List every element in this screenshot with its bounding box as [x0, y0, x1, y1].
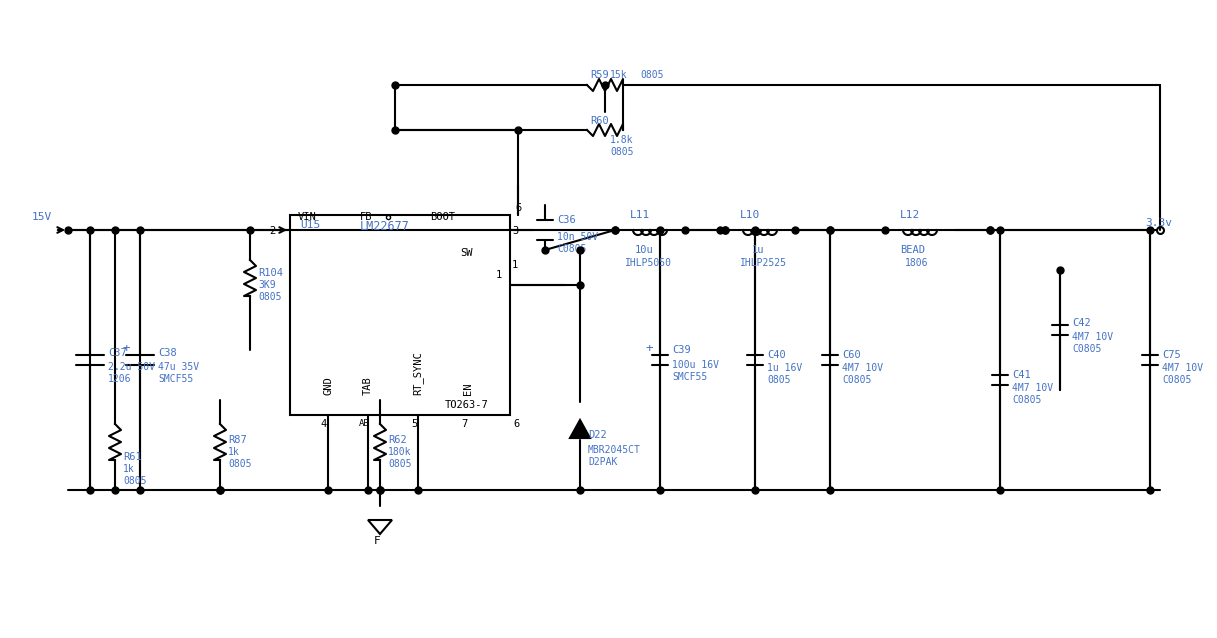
Text: 5: 5 — [411, 419, 417, 429]
Text: R61: R61 — [123, 452, 141, 462]
Text: LM22677: LM22677 — [360, 220, 410, 233]
Text: 0805: 0805 — [123, 476, 146, 486]
Text: 1: 1 — [512, 260, 518, 270]
Text: 4: 4 — [321, 419, 327, 429]
Text: 0805: 0805 — [640, 70, 663, 80]
Text: L11: L11 — [630, 210, 650, 220]
Text: C0805: C0805 — [1072, 344, 1101, 354]
Text: U15: U15 — [301, 220, 320, 230]
Text: 0805: 0805 — [610, 147, 634, 157]
Text: C0805: C0805 — [842, 375, 871, 385]
Text: 0805: 0805 — [258, 292, 281, 302]
Polygon shape — [570, 420, 590, 438]
Text: 47u 35V: 47u 35V — [158, 362, 200, 372]
Text: C40: C40 — [767, 350, 786, 360]
Text: F: F — [374, 536, 381, 546]
Text: R62: R62 — [388, 435, 406, 445]
Text: GND: GND — [323, 376, 333, 395]
Text: 2: 2 — [270, 226, 276, 236]
Text: EN: EN — [462, 383, 473, 395]
Text: 7: 7 — [461, 419, 467, 429]
Text: 10n 50V: 10n 50V — [557, 232, 598, 242]
Text: C0805: C0805 — [557, 244, 587, 254]
Text: 180k: 180k — [388, 447, 411, 457]
Text: 6: 6 — [512, 419, 520, 429]
Text: 1: 1 — [495, 270, 501, 280]
Text: D22: D22 — [588, 430, 607, 440]
Text: TO263-7: TO263-7 — [445, 400, 489, 410]
Text: C0805: C0805 — [1162, 375, 1191, 385]
Text: 100u 16V: 100u 16V — [672, 360, 719, 370]
Text: D2PAK: D2PAK — [588, 457, 617, 467]
Text: C37: C37 — [108, 348, 127, 358]
Text: 1.8k: 1.8k — [610, 135, 634, 145]
Text: C42: C42 — [1072, 318, 1090, 328]
Text: VIN: VIN — [298, 212, 316, 222]
Bar — [290, 215, 510, 415]
Text: C75: C75 — [1162, 350, 1180, 360]
Text: IHLP5050: IHLP5050 — [626, 258, 672, 268]
Text: BEAD: BEAD — [901, 245, 925, 255]
Text: 4M7 10V: 4M7 10V — [842, 363, 884, 373]
Text: C60: C60 — [842, 350, 860, 360]
Text: 3.3v: 3.3v — [1145, 218, 1172, 228]
Text: 4M7 10V: 4M7 10V — [1162, 363, 1204, 373]
Text: C41: C41 — [1013, 370, 1031, 380]
Text: FB: FB — [360, 212, 372, 222]
Text: 0805: 0805 — [388, 459, 411, 469]
Text: 1206: 1206 — [108, 374, 131, 384]
Text: 10u: 10u — [635, 245, 654, 255]
Text: 15k: 15k — [610, 70, 628, 80]
Text: 6: 6 — [515, 203, 521, 213]
Text: +: + — [123, 342, 130, 355]
Text: 0805: 0805 — [767, 375, 791, 385]
Text: SMCF55: SMCF55 — [158, 374, 194, 384]
Text: TAB: TAB — [363, 376, 372, 395]
Text: C36: C36 — [557, 215, 576, 225]
Text: 1k: 1k — [123, 464, 135, 474]
Text: AB: AB — [359, 419, 370, 428]
Text: L12: L12 — [901, 210, 920, 220]
Text: 15V: 15V — [32, 212, 52, 222]
Text: BOOT: BOOT — [430, 212, 455, 222]
Text: 1k: 1k — [228, 447, 240, 457]
Text: R59: R59 — [590, 70, 608, 80]
Text: L10: L10 — [740, 210, 761, 220]
Text: 1806: 1806 — [905, 258, 929, 268]
Text: R104: R104 — [258, 268, 284, 278]
Text: R87: R87 — [228, 435, 247, 445]
Text: 2.2u 50V: 2.2u 50V — [108, 362, 155, 372]
Text: IHLP2525: IHLP2525 — [740, 258, 787, 268]
Text: 4M7 10V: 4M7 10V — [1013, 383, 1053, 393]
Text: R60: R60 — [590, 116, 608, 126]
Text: +: + — [646, 342, 654, 355]
Text: SMCF55: SMCF55 — [672, 372, 707, 382]
Text: C0805: C0805 — [1013, 395, 1042, 405]
Text: C38: C38 — [158, 348, 176, 358]
Text: 3K9: 3K9 — [258, 280, 275, 290]
Text: 0805: 0805 — [228, 459, 252, 469]
Text: SW: SW — [460, 248, 472, 258]
Text: C39: C39 — [672, 345, 691, 355]
Text: RT_SYNC: RT_SYNC — [413, 352, 424, 395]
Text: 4M7 10V: 4M7 10V — [1072, 332, 1114, 342]
Text: 3: 3 — [512, 226, 518, 236]
Text: 1u 16V: 1u 16V — [767, 363, 802, 373]
Text: 1u: 1u — [752, 245, 764, 255]
Text: MBR2045CT: MBR2045CT — [588, 445, 641, 455]
